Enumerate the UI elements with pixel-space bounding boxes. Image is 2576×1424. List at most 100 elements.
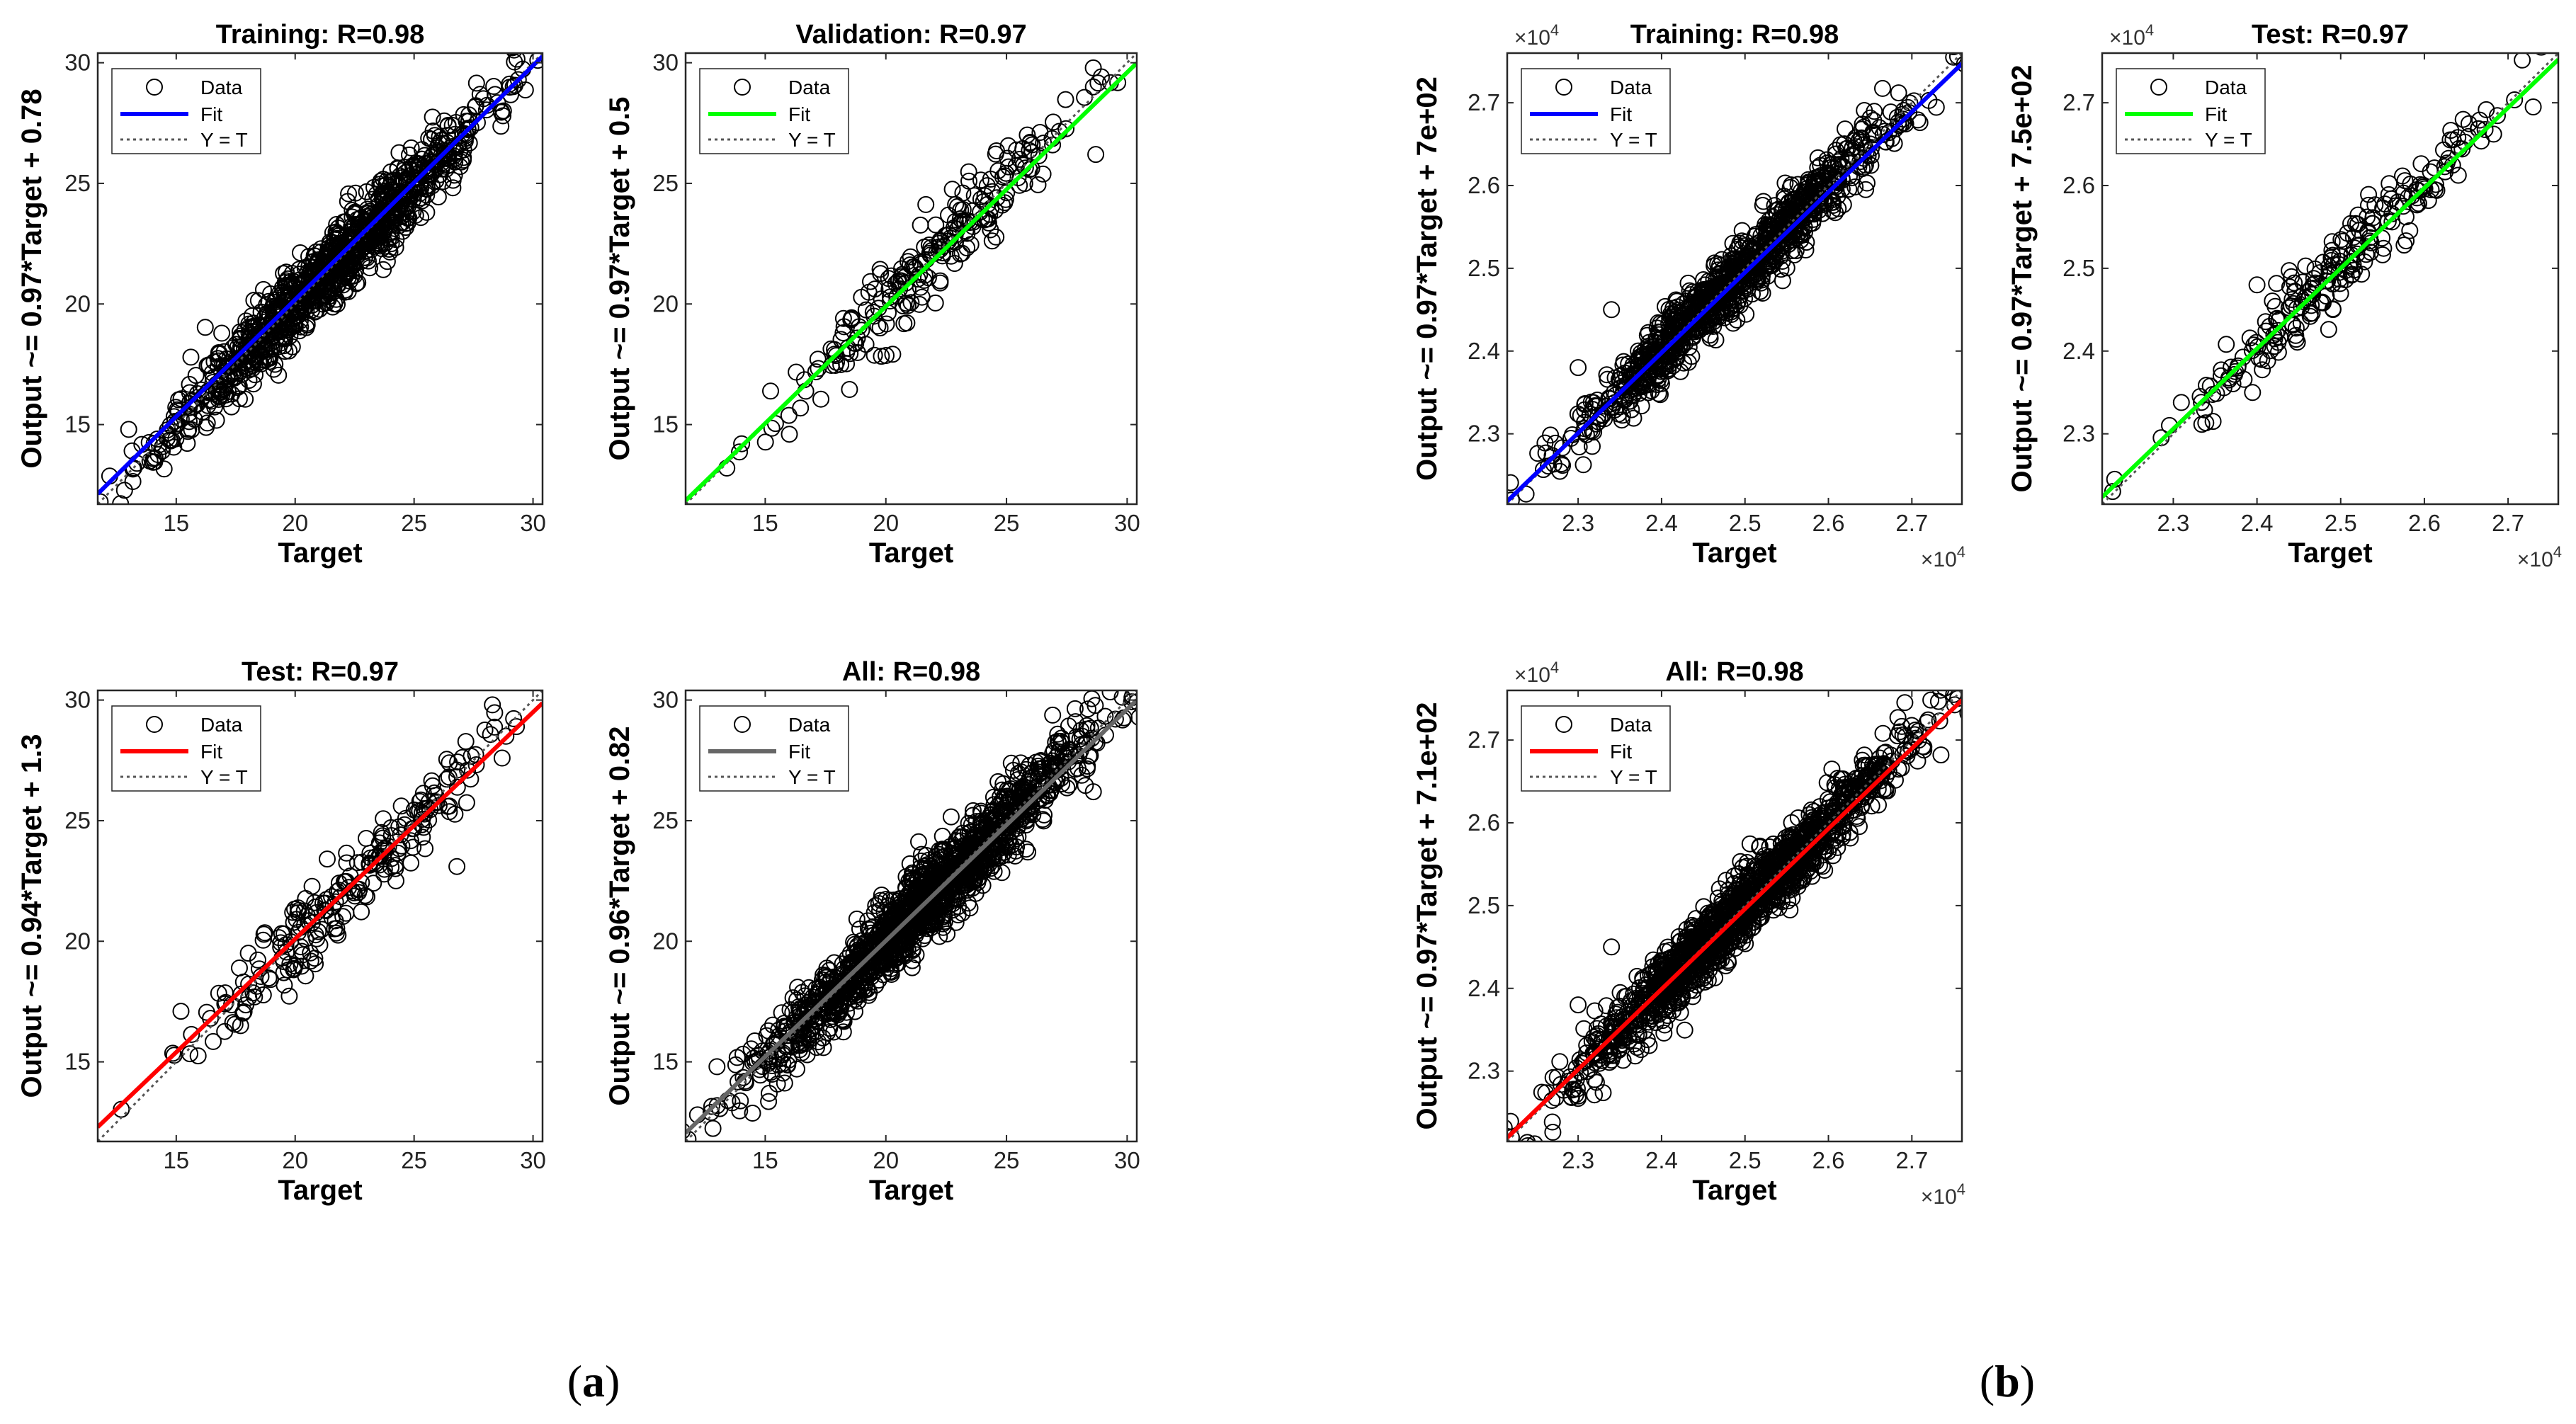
data-point [1589,392,1606,409]
data-point [995,788,1013,806]
data-point [508,53,526,68]
data-point [303,877,321,895]
data-point [486,718,504,736]
data-point [1045,741,1062,759]
data-point [1633,397,1650,415]
data-point [446,805,464,823]
x-tick-label: 25 [401,510,427,536]
data-point [2324,301,2342,319]
data-point [994,169,1011,186]
data-point [946,227,964,244]
data-point [380,838,397,855]
data-point [883,901,901,918]
plot-content [98,53,543,504]
data-point [885,923,902,941]
data-point [703,1098,720,1115]
data-point [1029,176,1047,193]
data-point [1058,779,1076,797]
data-point [795,1013,813,1030]
x-tick-label: 20 [282,1147,308,1173]
data-point [958,853,976,870]
data-point [961,214,978,232]
data-point [374,188,391,205]
data-point [2524,98,2542,115]
y-tick-label: 25 [652,170,679,196]
data-point [1057,91,1074,108]
x-exponent-base: ×10 [1921,548,1957,571]
x-axis-label: Target [278,1175,362,1206]
data-point [1655,359,1673,377]
plot-content [686,53,1137,504]
data-point [412,184,429,202]
data-point [261,349,279,367]
data-point [2266,338,2283,355]
data-point [270,366,288,384]
data-point [807,363,824,381]
data-point [1526,1135,1543,1141]
data-point [436,112,453,130]
data-point [198,418,215,436]
x-axis-label: Target [2288,537,2372,569]
x-tick-label: 25 [994,510,1020,536]
data-point [182,348,200,366]
plot-content [98,690,543,1141]
y-tick-label: 30 [64,50,91,76]
data-point [902,256,919,274]
axes-box [684,52,1138,506]
data-point [950,898,968,916]
data-point [810,1033,827,1051]
data-point [345,256,363,274]
data-point [871,319,889,337]
data-point [902,896,919,914]
data-point [1713,251,1731,268]
data-point [1008,141,1026,159]
data-point [1021,806,1038,824]
data-point [2342,266,2360,284]
data-point [731,443,749,461]
y-tick-label: 2.5 [1468,255,1500,281]
data-point [2453,140,2471,158]
data-point [397,219,415,237]
fit-line [686,61,1137,503]
data-point [306,950,324,967]
data-point [458,794,475,811]
chart-title: Training: R=0.98 [1630,20,1839,50]
identity-line [1507,53,1962,504]
y-tick-label: 2.6 [2062,172,2095,198]
legend-data-marker [734,79,751,96]
data-point [307,955,324,973]
data-point [972,203,989,221]
data-point [810,360,827,377]
data-point [818,959,836,977]
data-point [989,773,1007,790]
data-point [1809,149,1827,166]
data-point [1603,301,1621,319]
y-tick-label: 25 [652,807,679,833]
data-point [1079,700,1096,718]
fit-line [1507,62,1962,503]
chart-6: 2.3 2.4 2.5 2.6 2.72.32.42.52.62.7×104×104Te… [2007,20,2562,571]
data-point [307,926,324,944]
data-point [887,906,904,923]
data-point [205,1032,222,1050]
x-axis-label: Target [869,1175,953,1206]
x-exponent-label: ×104 [2517,543,2562,571]
data-point [220,368,238,385]
data-point [1683,348,1701,365]
data-point [476,722,494,739]
data-point [2489,107,2506,125]
data-point [1759,216,1776,234]
data-point [181,375,198,393]
data-point [849,329,866,347]
y-exponent-base: ×10 [2109,26,2145,50]
data-point [1814,205,1832,222]
data-point [926,294,944,312]
data-point [880,280,898,298]
data-point [2281,262,2298,280]
data-point [938,894,955,912]
data-point [903,959,921,976]
plot-content [2102,53,2558,504]
data-point [2360,196,2377,214]
